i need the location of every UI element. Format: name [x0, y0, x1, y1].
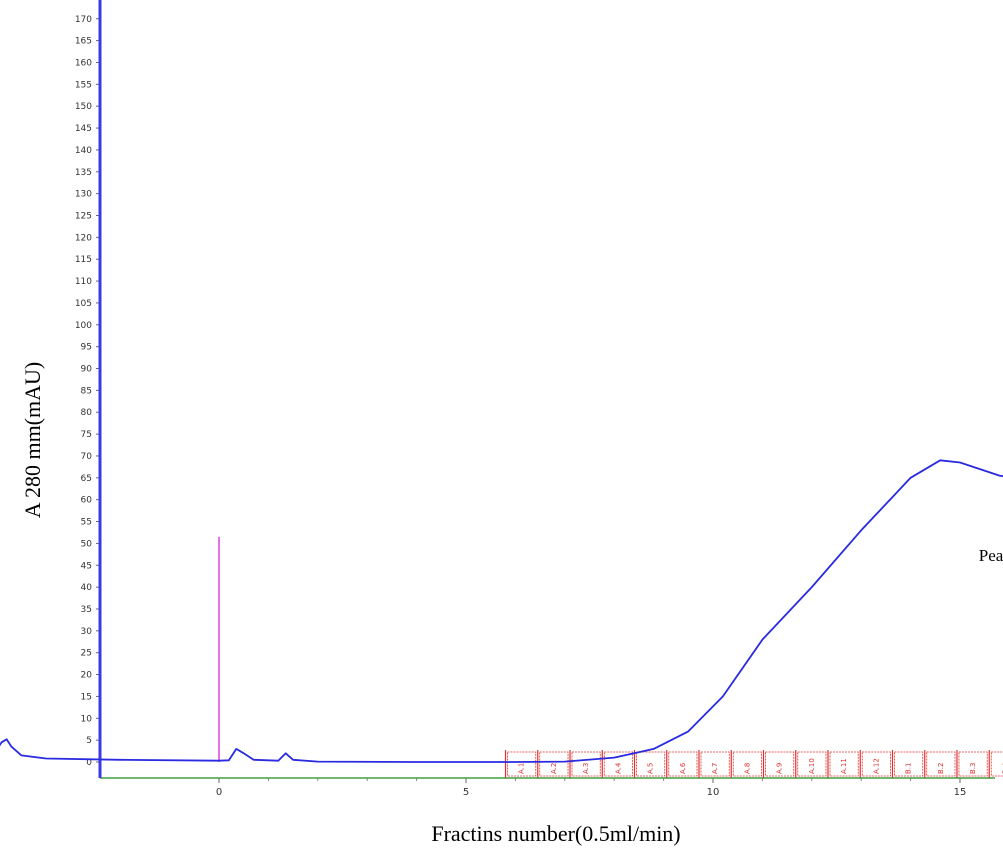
y-tick-label: 145	[75, 124, 92, 134]
peak-annotations: Peak1Peaks 2 and 3Peak 4	[979, 546, 1003, 565]
x-axis-title: Fractins number(0.5ml/min)	[431, 821, 680, 846]
y-tick-label: 125	[75, 212, 92, 222]
fraction-box	[797, 751, 827, 777]
fraction-box	[507, 751, 537, 777]
fraction-label: A.4	[614, 762, 622, 774]
y-tick-label: 25	[81, 649, 92, 659]
fraction-box	[894, 751, 924, 777]
fraction-label: A.2	[550, 763, 558, 774]
y-axis-ticks: 0 5 10 15 20 25 30 35 40 45 50 55 60 65 70 75 80 85 90 95 10…	[75, 15, 100, 768]
fraction-box	[700, 751, 730, 777]
fraction-label: B.1	[905, 763, 913, 774]
y-tick-label: 10	[81, 714, 93, 724]
y-tick-label: 90	[81, 365, 93, 375]
fraction-box	[829, 751, 859, 777]
y-tick-label: 95	[81, 343, 92, 353]
fraction-box	[668, 751, 698, 777]
fraction-label: A.5	[647, 763, 655, 774]
fraction-label: A.3	[582, 763, 590, 774]
fraction-label: B.2	[937, 763, 945, 774]
y-tick-label: 115	[75, 255, 92, 265]
y-tick-label: 165	[75, 37, 92, 47]
y-tick-label: 100	[75, 321, 92, 331]
fraction-label: A.8	[743, 763, 751, 774]
y-tick-label: 80	[81, 408, 93, 418]
y-tick-label: 5	[86, 736, 92, 746]
fraction-box	[571, 751, 601, 777]
fraction-label: B.4	[1001, 762, 1003, 774]
fraction-label: A.10	[808, 758, 816, 774]
y-tick-label: 130	[75, 190, 92, 200]
fraction-box	[765, 751, 795, 777]
peak-annotation: Peak1	[979, 546, 1003, 565]
y-tick-label: 170	[75, 15, 92, 25]
y-tick-label: 40	[81, 583, 93, 593]
y-tick-label: 135	[75, 168, 92, 178]
y-tick-label: 30	[81, 627, 93, 637]
y-axis-title: A 280 mm(mAU)	[20, 362, 45, 518]
series-line-1	[0, 459, 1003, 763]
fraction-box	[732, 751, 762, 777]
x-tick-label: 10	[707, 787, 720, 798]
x-tick-label: 15	[954, 787, 967, 798]
fraction-box	[539, 751, 569, 777]
y-tick-label: 20	[81, 671, 93, 681]
fraction-label: A.11	[840, 758, 848, 774]
fraction-label: A.9	[776, 763, 784, 774]
y-tick-label: 65	[81, 474, 92, 484]
fraction-box	[636, 751, 666, 777]
y-tick-label: 155	[75, 80, 92, 90]
y-tick-label: 150	[75, 102, 92, 112]
fraction-box	[861, 751, 891, 777]
y-tick-label: 15	[81, 692, 92, 702]
fraction-box	[926, 751, 956, 777]
fraction-label: A.6	[679, 762, 687, 774]
fraction-label: A.1	[518, 763, 526, 774]
y-tick-label: 110	[75, 277, 92, 287]
fraction-label: A.12	[872, 758, 880, 774]
x-tick-label: 0	[216, 787, 222, 798]
y-tick-label: 50	[81, 539, 93, 549]
y-tick-label: 160	[75, 58, 92, 68]
y-tick-label: 70	[81, 452, 93, 462]
fraction-box	[603, 751, 633, 777]
fraction-label: B.3	[969, 763, 977, 774]
series-lines	[0, 459, 1003, 763]
fraction-markers: WasteA.1A.2A.3A.4A.5A.6A.7A.8A.9A.10A.11…	[0, 750, 1003, 778]
y-tick-label: 60	[81, 496, 93, 506]
y-tick-label: 120	[75, 233, 92, 243]
x-tick-label: 5	[463, 787, 469, 798]
y-tick-label: 85	[81, 386, 92, 396]
y-tick-label: 45	[81, 561, 92, 571]
fraction-label: A.7	[711, 763, 719, 774]
y-tick-label: 75	[81, 430, 92, 440]
y-tick-label: 0	[86, 758, 92, 768]
y-tick-label: 55	[81, 518, 92, 528]
y-tick-label: 35	[81, 605, 92, 615]
y-tick-label: 105	[75, 299, 92, 309]
fraction-box	[958, 751, 988, 777]
y-tick-label: 140	[75, 146, 92, 156]
